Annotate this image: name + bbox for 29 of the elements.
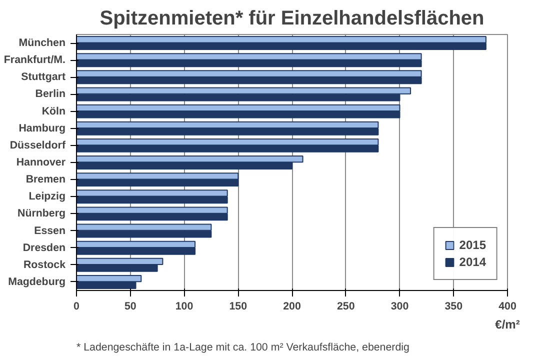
y-tick-label: Düsseldorf bbox=[10, 139, 66, 152]
x-tick-label: 100 bbox=[175, 300, 194, 312]
y-tick-label: Leipzig bbox=[28, 190, 66, 203]
y-tick-label: Köln bbox=[42, 105, 66, 118]
y-tick-label: Magdeburg bbox=[8, 276, 66, 288]
x-tick-label: 150 bbox=[229, 300, 248, 312]
x-tick-label: 250 bbox=[336, 300, 355, 312]
y-tick-label: Rostock bbox=[23, 258, 66, 271]
y-tick-label: München bbox=[18, 37, 66, 50]
x-tick-label: 0 bbox=[74, 300, 80, 312]
y-tick-label: Bremen bbox=[26, 174, 66, 186]
y-tick-label: Hannover bbox=[16, 156, 66, 168]
x-axis-title: €/m² bbox=[495, 318, 520, 332]
y-tick-label: Nürnberg bbox=[18, 208, 66, 220]
y-tick-label: Berlin bbox=[35, 88, 66, 100]
x-tick-label: 300 bbox=[390, 300, 409, 312]
legend-label: 2014 bbox=[459, 255, 486, 269]
x-tick-label: 50 bbox=[124, 300, 136, 312]
x-tick-label: 400 bbox=[498, 300, 516, 312]
y-tick-label: Essen bbox=[34, 224, 66, 237]
y-tick-label: Dresden bbox=[22, 242, 66, 254]
chart-title: Spitzenmieten* für Einzelhandelsflächen bbox=[100, 8, 484, 30]
text: * Ladengeschäfte in 1a-Lage mit ca. 100 m² Verkaufsfläche, ebenerdig bbox=[76, 342, 410, 354]
y-tick-label: Hamburg bbox=[18, 122, 66, 134]
legend-label: 2015 bbox=[459, 238, 486, 252]
x-tick-label: 350 bbox=[444, 300, 463, 312]
x-tick-label: 200 bbox=[283, 300, 301, 312]
y-tick-label: Stuttgart bbox=[21, 71, 66, 84]
y-tick-label: Frankfurt/M. bbox=[4, 54, 66, 66]
